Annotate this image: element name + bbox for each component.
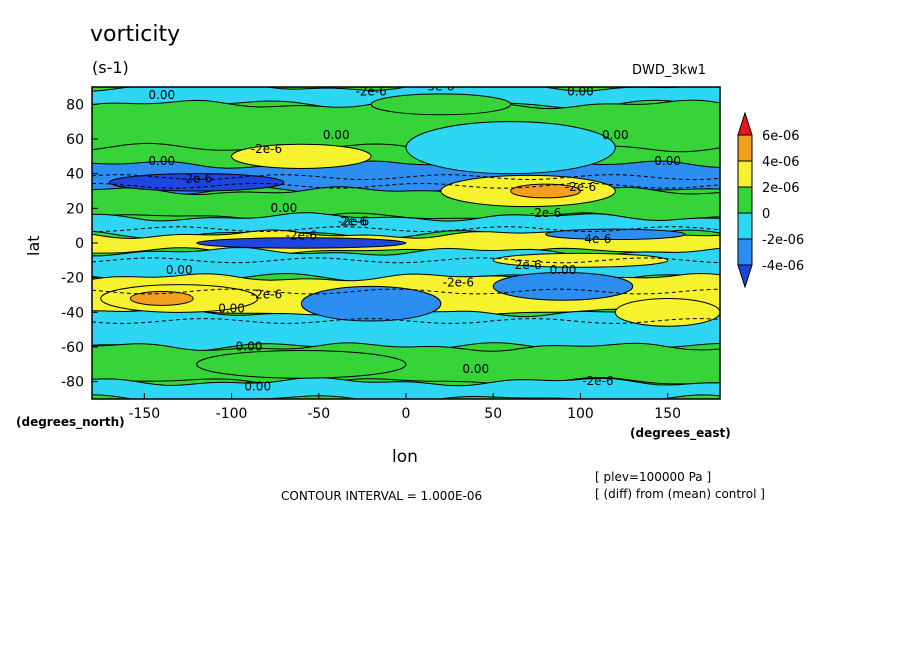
y-tick-label: 60: [66, 132, 84, 148]
contour-label: -2e-6: [530, 206, 561, 220]
x-tick-label: 50: [484, 406, 502, 422]
colorbar-label: -4e-06: [762, 259, 804, 274]
colorbar-bin: [737, 134, 753, 162]
blob-neg1: [405, 121, 616, 175]
colorbar-bin: [737, 264, 753, 289]
colorbar-bin: [737, 186, 753, 214]
x-tick-label: 0: [402, 406, 411, 422]
band-neg1: [92, 307, 720, 352]
colorbar-label: 2e-06: [762, 181, 800, 196]
y-tick-label: 0: [75, 236, 84, 252]
contour-label: 0.00: [148, 88, 175, 102]
y-tick-label: 40: [66, 167, 84, 183]
contour-label: -2e-6: [582, 374, 613, 388]
contour-label: -2e-6: [338, 215, 369, 229]
colorbar-bin: [737, 160, 753, 188]
colorbar-label: 6e-06: [762, 129, 800, 144]
x-tick-label: -100: [216, 406, 248, 422]
blob-pos1: [370, 93, 512, 116]
contour-label: -2e-6: [251, 287, 282, 301]
y-tick-label: -80: [61, 375, 84, 391]
y-axis-units: (degrees_north): [16, 415, 125, 429]
contour-label: -2e-6: [251, 142, 282, 156]
chart-units: (s-1): [92, 58, 129, 77]
diff-note: [ (diff) from (mean) control ]: [595, 487, 765, 501]
colorbar: 6e-06 4e-06 2e-06 0 -2e-06 -4e-06: [737, 111, 804, 289]
y-tick-label: -60: [61, 340, 84, 356]
contour-label: 0.00: [654, 154, 681, 168]
contour-label: 0.00: [602, 128, 629, 142]
x-tick-label: 100: [567, 406, 594, 422]
blob-pos2: [231, 143, 372, 169]
contour-label: 0.00: [323, 128, 350, 142]
blob-neg2: [300, 285, 442, 322]
contour-label: 0.00: [166, 263, 193, 277]
contour-field: [92, 87, 720, 399]
contour-label: -2e-6: [443, 275, 474, 289]
colorbar-bin: [737, 212, 753, 240]
blob-pos3: [129, 291, 194, 306]
blob-neg3: [196, 237, 407, 249]
contour-label: 0.00: [244, 379, 271, 393]
run-name: DWD_3kw1: [632, 63, 707, 78]
y-tick-label: 80: [66, 97, 84, 113]
colorbar-bin: [737, 238, 753, 266]
x-tick-label: -50: [307, 406, 330, 422]
contour-label: 0.00: [462, 362, 489, 376]
x-tick-label: -150: [128, 406, 160, 422]
colorbar-label: 0: [762, 207, 770, 222]
colorbar-bin: [737, 111, 753, 136]
colorbar-label: -2e-06: [762, 233, 804, 248]
contour-label: 0.00: [271, 201, 298, 215]
contour-label: 2e-6: [515, 258, 542, 272]
contour-label: -2e-6: [355, 85, 386, 99]
blob-pos2: [614, 297, 720, 327]
level-note: [ plev=100000 Pa ]: [595, 470, 712, 484]
contour-label: 0.00: [550, 263, 577, 277]
contour-labels: 0.000.00-2e-60.00-2e-60.00-2e-62e-6-2e-6…: [148, 79, 681, 393]
y-tick-label: -40: [61, 305, 84, 321]
x-axis-label: lon: [392, 447, 418, 467]
blob-neg2: [545, 228, 686, 241]
blob-pos1: [196, 349, 407, 379]
chart-title: vorticity: [90, 22, 181, 47]
contour-label: 0.00: [148, 154, 175, 168]
x-axis-units: (degrees_east): [630, 426, 731, 440]
y-tick-label: -20: [61, 271, 84, 287]
contour-label: -2e-6: [181, 171, 212, 185]
contour-label: -2e-6: [286, 229, 317, 243]
contour-label: 4e-6: [584, 232, 611, 246]
blob-pos2: [492, 252, 669, 268]
contour-label: 5e-6: [427, 79, 454, 93]
contour-label: 2e-6: [340, 215, 367, 229]
blob-neg3: [108, 173, 285, 192]
contour-label: 0.00: [236, 339, 263, 353]
colorbar-label: 4e-06: [762, 155, 800, 170]
axes: 80 60 40 20 0 -20 -40 -60 -80 -150 -100 -50 0 50 100 15…: [61, 97, 681, 422]
contour-label: 0.00: [567, 85, 594, 99]
contour-label: 0.00: [218, 301, 245, 315]
blob-neg2: [492, 271, 634, 301]
x-tick-label: 150: [654, 406, 681, 422]
y-tick-label: 20: [66, 201, 84, 217]
contour-interval: CONTOUR INTERVAL = 1.000E-06: [281, 489, 483, 503]
contour-label: -2e-6: [565, 180, 596, 194]
